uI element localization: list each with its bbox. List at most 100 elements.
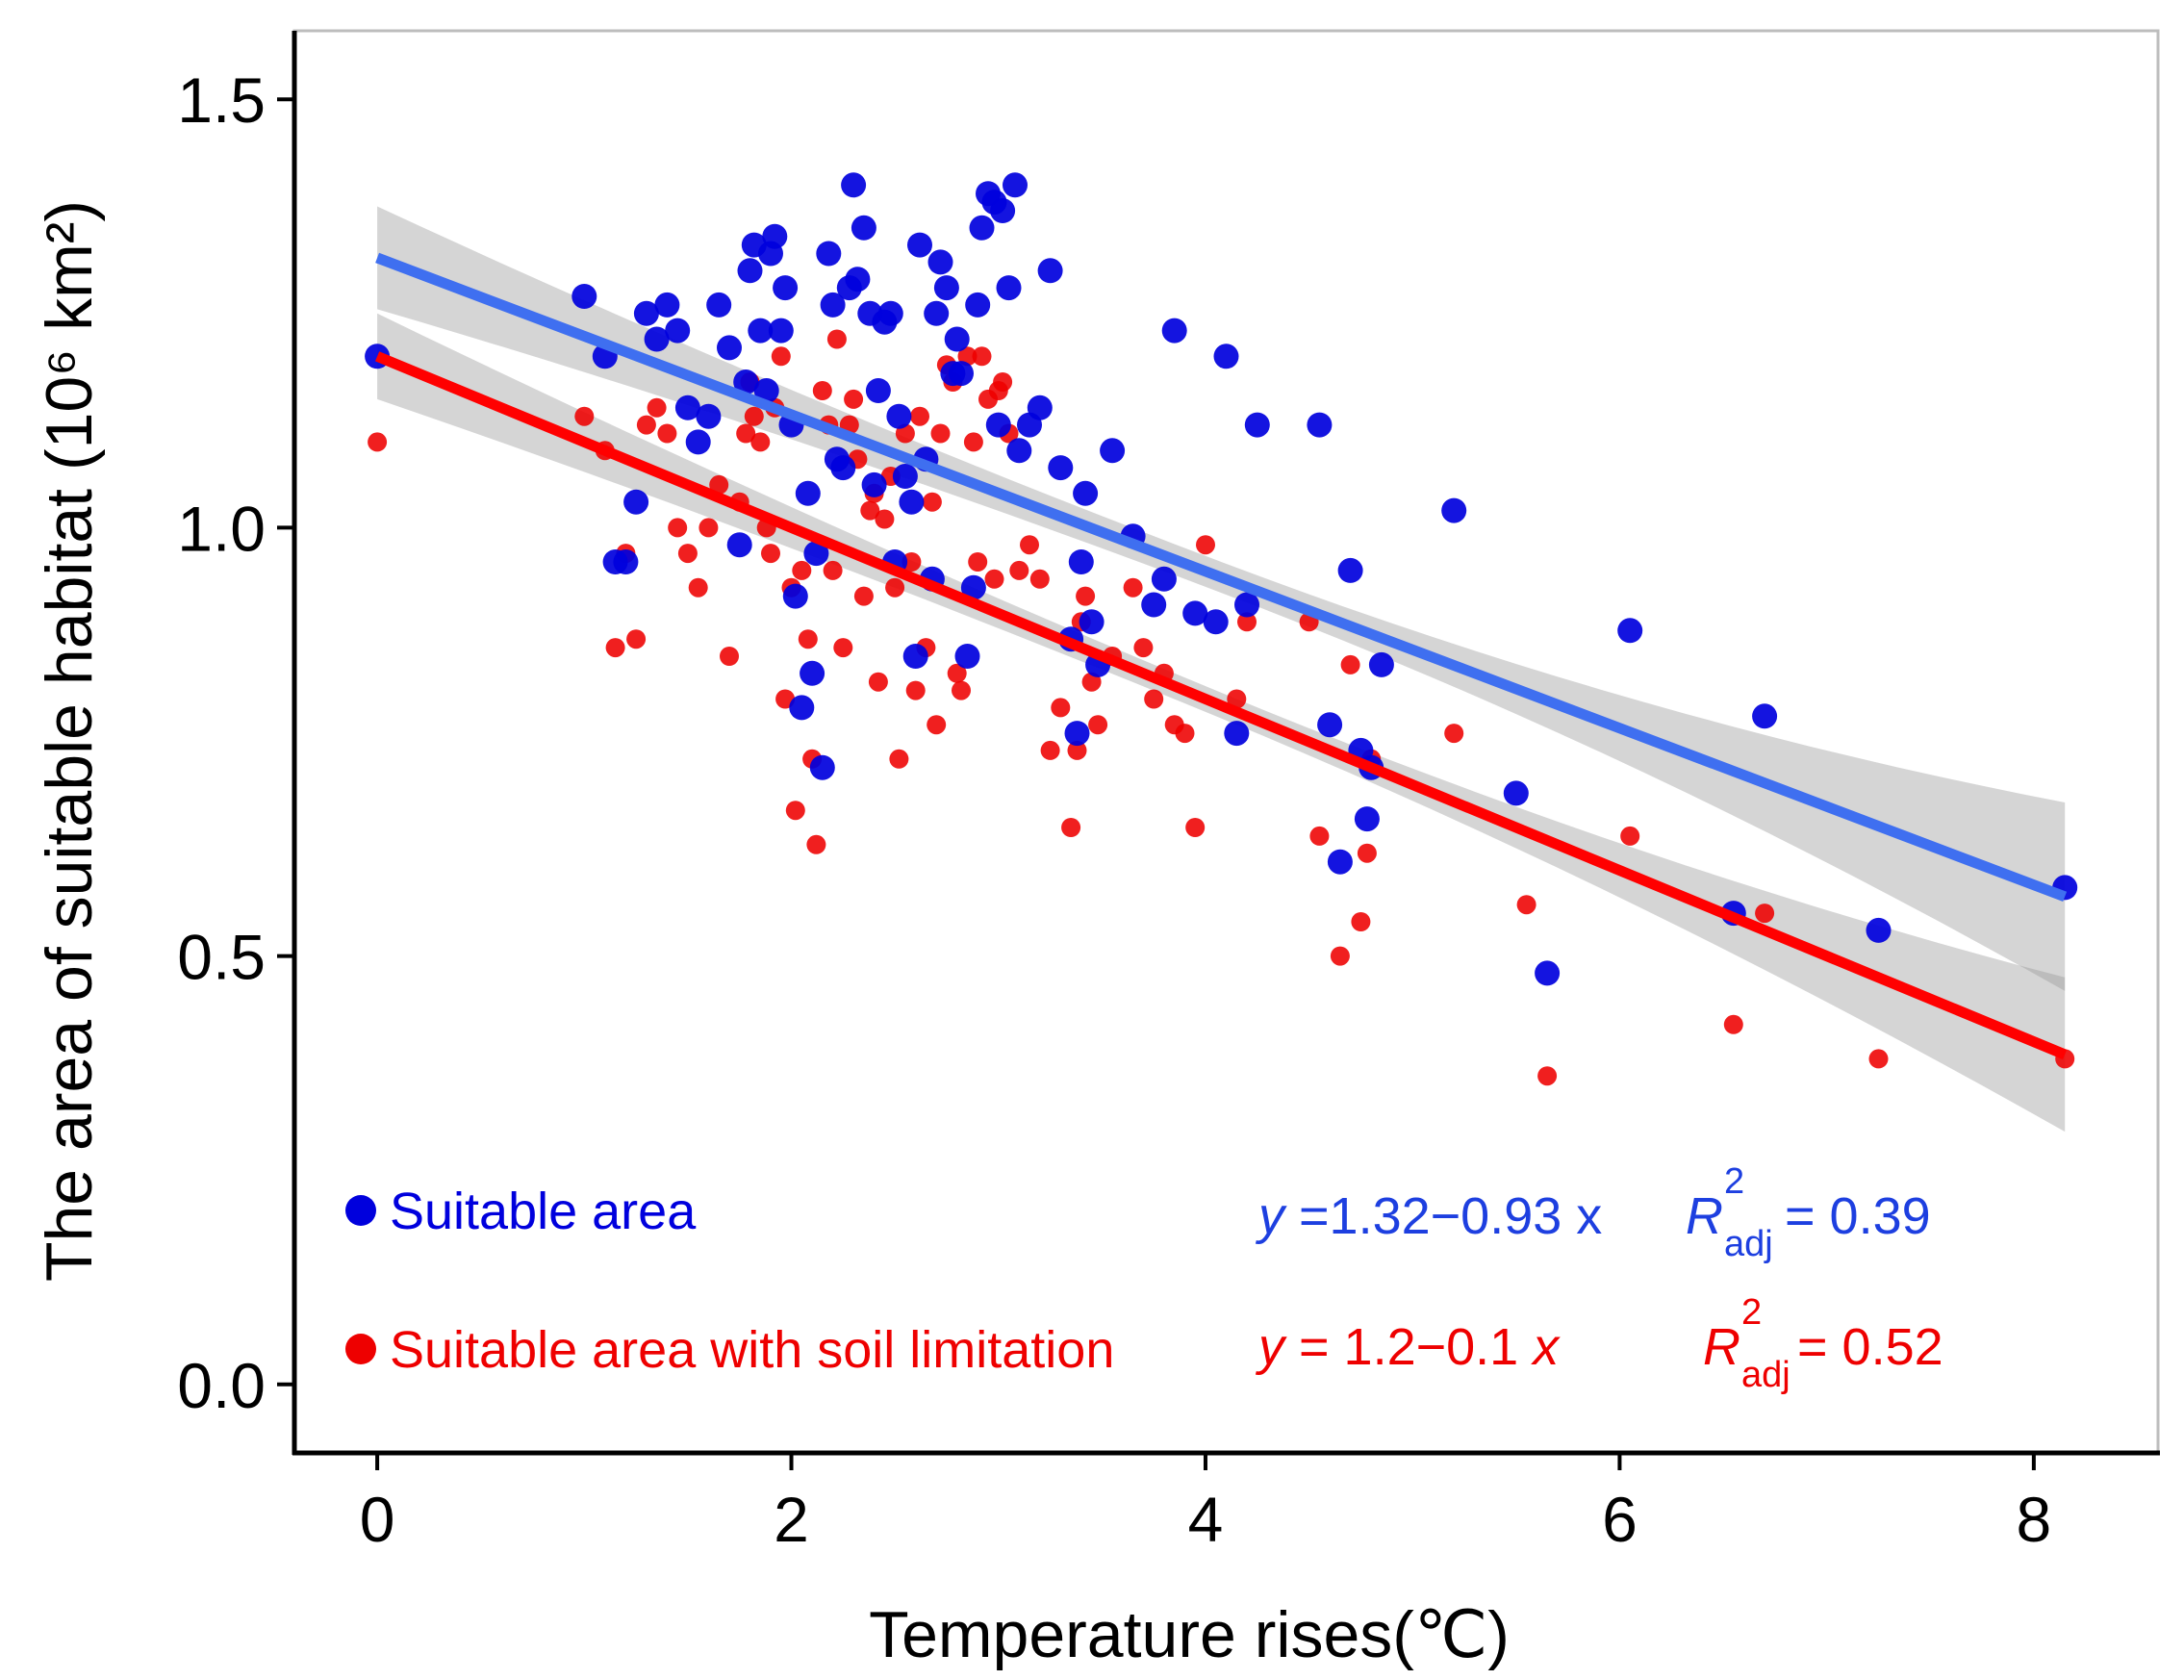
y-tick-label-1: 0.5 (177, 922, 266, 993)
suitable-area-point-60 (960, 574, 986, 600)
y-tick-label-0: 0.0 (177, 1350, 266, 1421)
soil-limited-point-103 (1868, 1049, 1889, 1069)
suitable-area-point-23 (768, 318, 794, 344)
suitable-area-point-101 (1535, 960, 1561, 986)
suitable-area-point-8 (654, 292, 680, 318)
soil-limited-point-80 (1123, 577, 1143, 598)
suitable-area-point-98 (1368, 651, 1394, 677)
suitable-area-point-33 (820, 292, 846, 318)
suitable-area-point-22 (762, 223, 788, 249)
x-tick-label-0: 0 (360, 1484, 395, 1555)
soil-limited-point-27 (792, 560, 812, 580)
soil-limited-point-13 (709, 474, 729, 495)
suitable-area-point-57 (944, 326, 970, 352)
soil-limited-point-0 (368, 432, 388, 452)
suitable-area-point-100 (1503, 780, 1529, 806)
soil-limited-point-31 (812, 381, 832, 400)
suitable-area-point-66 (990, 198, 1016, 223)
soil-limited-point-72 (1051, 698, 1071, 718)
suitable-area-point-41 (861, 471, 887, 497)
soil-limited-point-26 (785, 801, 805, 821)
suitable-area-point-92 (1317, 712, 1343, 738)
suitable-area-point-83 (1151, 566, 1177, 592)
soil-limited-point-73 (1061, 818, 1081, 837)
suitable-area-point-78 (1079, 609, 1105, 635)
eq2-y: y (1255, 1318, 1287, 1376)
soil-limited-point-21 (761, 544, 780, 564)
eq1-formula: =1.32−0.93 x (1284, 1187, 1602, 1245)
suitable-area-point-69 (1006, 438, 1032, 464)
soil-limited-point-99 (1537, 1066, 1558, 1086)
eq1-r: R (1686, 1187, 1723, 1245)
legend-marker-soil-limited (345, 1334, 376, 1364)
soil-limited-point-14 (720, 647, 739, 666)
suitable-area-point-17 (737, 258, 763, 284)
confidence-band-1 (377, 313, 2066, 1133)
soil-limited-point-35 (833, 638, 853, 658)
soil-limited-point-89 (1237, 612, 1257, 632)
y-axis-title: The area of suitable habitat (10⁶ km²) (33, 200, 106, 1282)
legend-label-suitable-area: Suitable area (390, 1183, 697, 1240)
suitable-area-point-39 (851, 215, 876, 241)
soil-limited-point-53 (927, 715, 947, 735)
x-tick-label-2: 4 (1188, 1484, 1224, 1555)
eq1-y: y (1255, 1187, 1287, 1245)
soil-limited-point-50 (910, 406, 929, 426)
eq1-r-value: = 0.39 (1785, 1187, 1931, 1245)
suitable-area-point-80 (1100, 438, 1126, 464)
y-tick-label-3: 1.5 (177, 64, 266, 136)
suitable-area-point-89 (1234, 592, 1259, 618)
eq2-r: R (1703, 1318, 1740, 1376)
soil-limited-point-37 (844, 389, 864, 409)
soil-limited-point-42 (868, 672, 888, 692)
suitable-area-point-38 (845, 267, 871, 293)
soil-limited-point-52 (922, 492, 942, 512)
soil-limited-point-11 (688, 577, 708, 598)
soil-limited-point-78 (1088, 715, 1108, 735)
suitable-area-point-68 (1003, 172, 1028, 198)
soil-limited-point-88 (1227, 689, 1247, 709)
suitable-area-point-82 (1141, 592, 1167, 618)
suitable-area-point-94 (1337, 557, 1363, 583)
suitable-area-point-11 (685, 429, 711, 455)
eq1-r-sup: 2 (1724, 1161, 1744, 1202)
soil-limited-point-45 (885, 577, 905, 598)
suitable-area-point-29 (800, 660, 825, 686)
soil-limited-point-86 (1185, 818, 1206, 837)
suitable-area-point-67 (996, 275, 1022, 301)
suitable-area-point-54 (927, 249, 953, 275)
soil-limited-point-60 (963, 432, 983, 452)
soil-limited-point-54 (930, 423, 951, 444)
soil-limited-point-102 (1755, 904, 1775, 924)
soil-limited-point-64 (984, 569, 1004, 589)
suitable-area-point-44 (877, 300, 903, 326)
eq1-r-sub: adj (1724, 1224, 1773, 1264)
soil-limited-point-6 (636, 415, 656, 435)
suitable-area-point-55 (933, 275, 959, 301)
suitable-area-point-93 (1327, 849, 1353, 875)
soil-limited-point-66 (993, 372, 1013, 392)
soil-limited-point-49 (905, 680, 926, 700)
soil-limited-point-76 (1076, 586, 1096, 606)
soil-limited-point-94 (1351, 912, 1371, 931)
fit-line-suitable-area (375, 252, 2068, 903)
soil-limited-point-93 (1340, 654, 1360, 675)
series-soil-limited-points (368, 329, 2075, 1086)
suitable-area-point-104 (1752, 703, 1778, 729)
suitable-area-point-53 (924, 300, 950, 326)
suitable-area-point-46 (886, 403, 912, 429)
equation-suitable-area: y =1.32−0.93 x R 2 adj = 0.39 (1255, 1161, 1931, 1264)
x-tick-label-3: 6 (1602, 1484, 1638, 1555)
y-axis-ticks: 0.0 0.5 1.0 1.5 (177, 64, 294, 1421)
svg-text:y = 1.2−0.1 x: y = 1.2−0.1 x (1255, 1318, 1561, 1376)
suitable-area-point-61 (965, 292, 991, 318)
x-axis-ticks: 0 2 4 6 8 (360, 1453, 2051, 1555)
suitable-area-point-105 (1866, 917, 1892, 943)
suitable-area-point-28 (795, 480, 821, 506)
soil-limited-point-34 (826, 329, 847, 349)
legend-marker-suitable-area (345, 1195, 376, 1226)
suitable-area-point-37 (841, 172, 867, 198)
suitable-area-point-91 (1307, 412, 1333, 438)
suitable-area-point-31 (809, 754, 835, 780)
suitable-area-point-4 (613, 549, 639, 574)
